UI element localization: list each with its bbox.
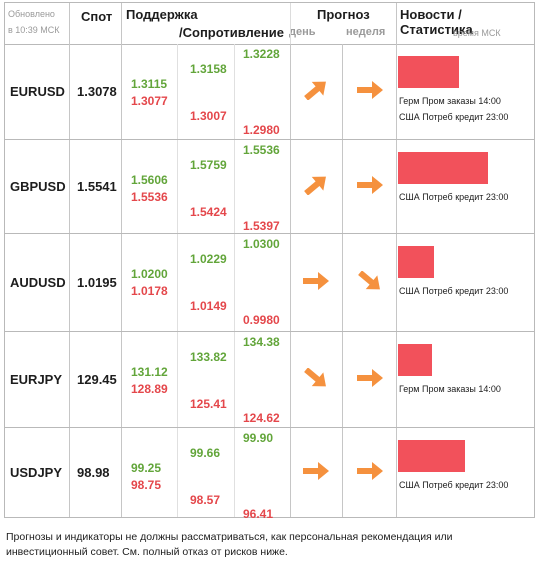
up-right-icon: [302, 175, 330, 196]
support-2: 133.82: [190, 350, 227, 364]
resistance-2: 1.0149: [190, 299, 227, 313]
news-impact-bar: [398, 56, 459, 88]
news-item: Герм Пром заказы 14:00: [399, 384, 501, 394]
spot-price: 129.45: [77, 371, 117, 387]
day-header: день: [289, 26, 316, 38]
support-2: 1.3158: [190, 62, 227, 76]
divider: [396, 3, 397, 517]
resistance-1: 1.3077: [131, 94, 168, 108]
time-zone-label: время МСК: [453, 28, 501, 38]
spot-price: 1.0195: [77, 274, 117, 290]
forecast-header: Прогноз: [317, 7, 370, 22]
support-1: 1.5606: [131, 173, 168, 187]
support-3: 1.3228: [243, 47, 280, 61]
news-item: США Потреб кредит 23:00: [399, 286, 509, 296]
divider: [177, 44, 178, 517]
divider: [290, 3, 291, 44]
support-2: 1.0229: [190, 252, 227, 266]
support-3: 99.90: [243, 431, 274, 445]
news-item: США Потреб кредит 23:00: [399, 480, 509, 490]
news-impact-bar: [398, 344, 432, 376]
down-right-icon: [356, 269, 384, 291]
row-divider: [5, 331, 534, 332]
pair-name: EURJPY: [10, 371, 63, 387]
pair-name: GBPUSD: [10, 178, 66, 194]
resistance-2: 1.5424: [190, 205, 227, 219]
right-icon: [356, 368, 384, 388]
resistance-1: 1.5536: [131, 190, 168, 204]
support-1: 1.0200: [131, 267, 168, 281]
support-3: 1.0300: [243, 237, 280, 251]
resistance-2: 1.3007: [190, 109, 227, 123]
support-1: 99.25: [131, 461, 162, 475]
disclaimer: Прогнозы и индикаторы не должны рассматр…: [6, 531, 453, 558]
news-header: Новости / Статистика: [400, 7, 473, 37]
week-header: неделя: [346, 26, 386, 38]
resistance-1: 128.89: [131, 382, 168, 396]
down-right-icon: [302, 366, 330, 388]
spot-price: 1.3078: [77, 83, 117, 99]
forecast-table: Обновлено в 10:39 МСК Спот Поддержка /Со…: [4, 2, 535, 521]
pair-name: USDJPY: [10, 465, 63, 480]
right-icon: [356, 461, 384, 481]
pair-name: EURUSD: [10, 83, 65, 99]
news-impact-bar: [398, 246, 434, 278]
resistance-2: 125.41: [190, 397, 227, 411]
resistance-1: 1.0178: [131, 284, 168, 298]
spot-price: 98.98: [77, 465, 110, 480]
row-divider: [5, 427, 534, 428]
right-icon: [302, 271, 330, 291]
right-icon: [356, 80, 384, 100]
pair-name: AUDUSD: [10, 274, 66, 290]
spot-price: 1.5541: [77, 178, 117, 194]
resistance-3: 0.9980: [243, 313, 280, 327]
news-item: США Потреб кредит 23:00: [399, 112, 509, 122]
support-2: 1.5759: [190, 158, 227, 172]
divider: [234, 44, 235, 517]
updated-time: в 10:39 МСК: [8, 25, 60, 35]
news-impact-bar: [398, 152, 488, 184]
row-divider: [5, 233, 534, 234]
resistance-header: /Сопротивление: [179, 25, 284, 40]
updated-label: Обновлено: [8, 9, 55, 19]
right-icon: [302, 461, 330, 481]
support-3: 134.38: [243, 335, 280, 349]
support-2: 99.66: [190, 446, 221, 460]
resistance-3: 1.2980: [243, 123, 280, 137]
support-3: 1.5536: [243, 143, 280, 157]
resistance-1: 98.75: [131, 478, 162, 492]
support-header: Поддержка: [126, 7, 198, 22]
support-1: 131.12: [131, 365, 168, 379]
divider: [69, 3, 70, 517]
divider: [290, 44, 291, 517]
resistance-2: 98.57: [190, 493, 221, 507]
support-1: 1.3115: [131, 77, 168, 91]
right-icon: [356, 175, 384, 195]
table-header: Обновлено в 10:39 МСК Спот Поддержка /Со…: [5, 3, 534, 45]
news-impact-bar: [398, 440, 465, 472]
up-right-icon: [302, 80, 330, 101]
resistance-3: 1.5397: [243, 219, 280, 233]
resistance-3: 96.41: [243, 507, 274, 521]
resistance-3: 124.62: [243, 411, 280, 425]
news-item: США Потреб кредит 23:00: [399, 192, 509, 202]
news-item: Герм Пром заказы 14:00: [399, 96, 501, 106]
spot-header: Спот: [81, 9, 113, 24]
divider: [121, 3, 122, 517]
row-divider: [5, 139, 534, 140]
divider: [342, 44, 343, 517]
